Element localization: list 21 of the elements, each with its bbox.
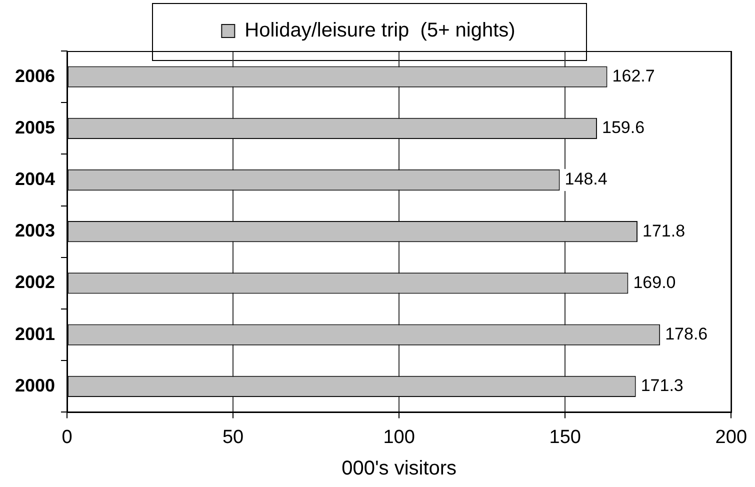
x-tick-label: 0 bbox=[62, 426, 72, 448]
data-label: 171.3 bbox=[640, 376, 684, 396]
legend-label: Holiday/leisure trip (5+ nights) bbox=[244, 20, 516, 42]
y-tick-label: 2000 bbox=[14, 375, 55, 396]
y-tick-label: 2006 bbox=[14, 66, 55, 86]
x-tick-label: 100 bbox=[383, 426, 415, 448]
data-label: 148.4 bbox=[564, 170, 608, 189]
y-tick-label: 2003 bbox=[14, 220, 55, 241]
x-axis-title: 000's visitors bbox=[342, 458, 457, 480]
data-label: 169.0 bbox=[633, 272, 676, 292]
data-label: 178.6 bbox=[665, 324, 708, 344]
x-tick-label: 200 bbox=[715, 426, 747, 448]
data-label: 162.7 bbox=[612, 66, 655, 86]
data-label: 159.6 bbox=[602, 118, 645, 138]
x-tick-label: 50 bbox=[222, 426, 244, 448]
data-label: 171.8 bbox=[642, 221, 686, 240]
y-tick-label: 2002 bbox=[14, 272, 55, 292]
y-tick-label: 2005 bbox=[14, 117, 55, 138]
y-tick-label: 2004 bbox=[14, 168, 55, 189]
x-tick-label: 150 bbox=[549, 426, 581, 448]
y-tick-label: 2001 bbox=[14, 324, 55, 344]
